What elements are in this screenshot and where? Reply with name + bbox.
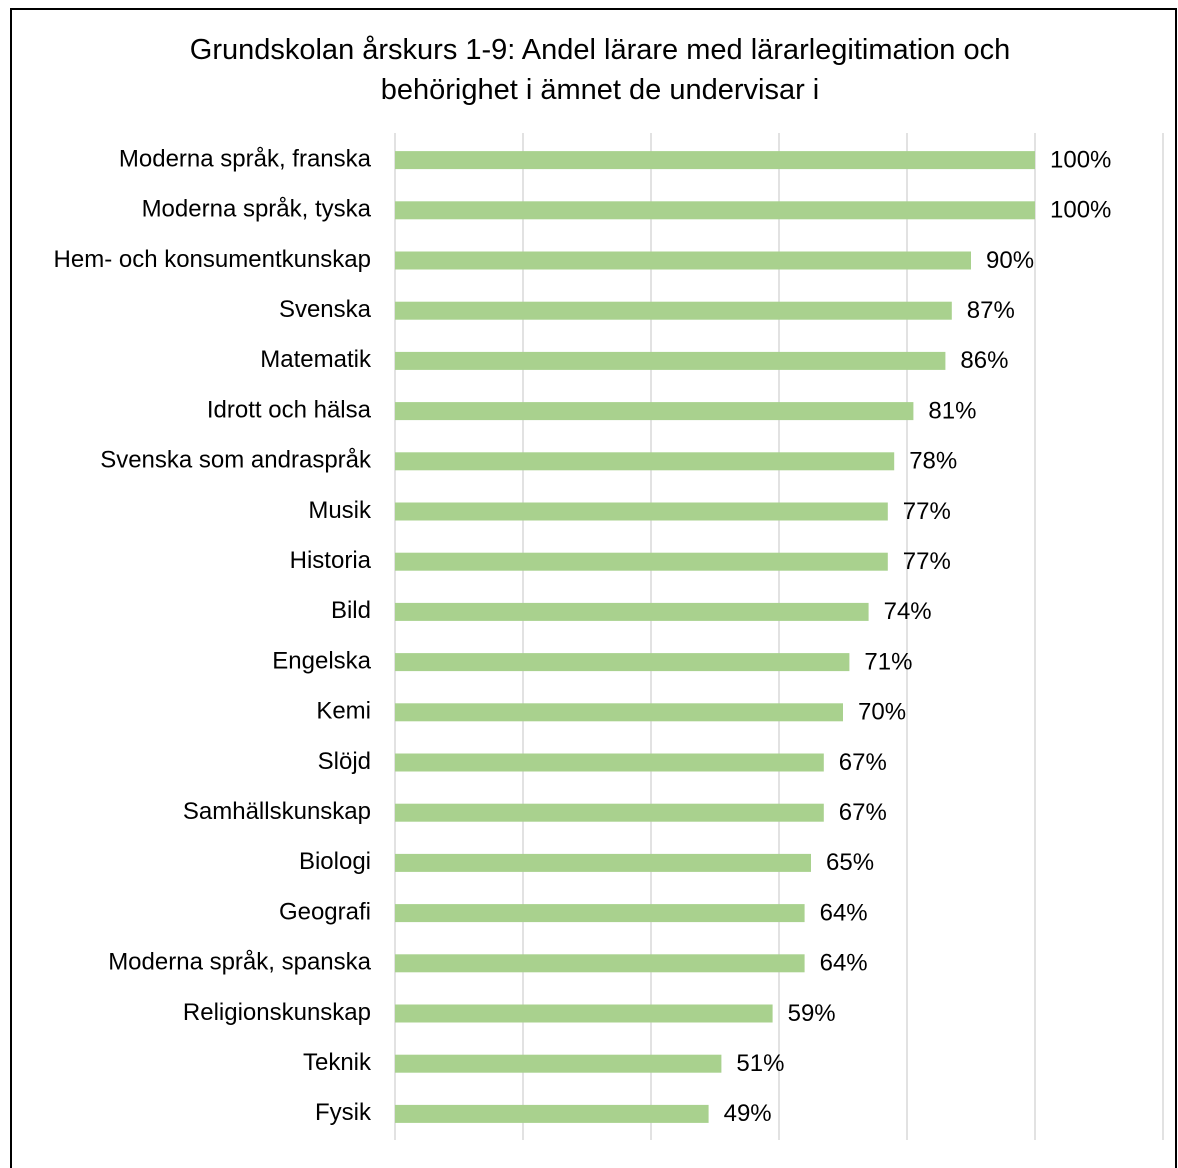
bar (395, 803, 824, 822)
category-label: Hem- och konsumentkunskap (54, 246, 371, 273)
bar (395, 653, 850, 672)
chart-title-line-2: behörighet i ämnet de undervisar i (380, 74, 820, 106)
category-label: Historia (290, 547, 372, 574)
value-label: 67% (839, 799, 887, 826)
value-labels: 100% 100% 90% 87% 86% 81% 78% 77% 77% 74% 71% 70% 67… (724, 146, 1112, 1127)
bar (395, 301, 952, 320)
bar (395, 552, 888, 571)
bars (395, 151, 1035, 1123)
value-label: 51% (736, 1050, 784, 1077)
category-label: Matematik (260, 346, 372, 373)
bar (395, 251, 971, 270)
category-label: Religionskunskap (183, 999, 371, 1026)
value-label: 90% (986, 247, 1034, 274)
value-label: 74% (884, 598, 932, 625)
category-label: Svenska (279, 296, 372, 323)
category-label: Idrott och hälsa (207, 396, 372, 423)
value-label: 100% (1050, 197, 1111, 224)
category-label: Fysik (315, 1099, 372, 1126)
bar (395, 904, 805, 923)
chart-frame (10, 8, 1177, 1168)
category-label: Svenska som andraspråk (100, 447, 372, 474)
category-label: Musik (308, 497, 372, 524)
value-label: 77% (903, 498, 951, 525)
bar (395, 151, 1035, 170)
bar (395, 402, 914, 421)
value-label: 100% (1050, 146, 1111, 173)
bar (395, 351, 946, 370)
chart-title-line-1: Grundskolan årskurs 1-9: Andel lärare me… (189, 34, 1011, 66)
category-labels: Moderna språk, franska Moderna språk, tys… (54, 145, 372, 1126)
category-label: Slöjd (318, 748, 371, 775)
value-label: 86% (960, 347, 1008, 374)
bar (395, 1104, 709, 1123)
value-label: 64% (820, 899, 868, 926)
category-label: Teknik (303, 1049, 372, 1076)
value-label: 87% (967, 297, 1015, 324)
value-label: 77% (903, 548, 951, 575)
category-label: Samhällskunskap (183, 798, 371, 825)
category-label: Engelska (272, 647, 371, 674)
bar (395, 201, 1035, 220)
value-label: 67% (839, 749, 887, 776)
category-label: Kemi (316, 698, 371, 725)
value-label: 78% (909, 448, 957, 475)
value-label: 70% (858, 699, 906, 726)
bar (395, 1054, 722, 1073)
bar (395, 502, 888, 521)
category-label: Biologi (299, 848, 371, 875)
bar (395, 1004, 773, 1023)
bar (395, 452, 895, 471)
category-label: Moderna språk, franska (119, 145, 372, 172)
bar (395, 703, 843, 722)
chart-title: Grundskolan årskurs 1-9: Andel lärare me… (0, 30, 1178, 110)
category-label: Geografi (279, 898, 371, 925)
value-label: 81% (928, 397, 976, 424)
category-label: Moderna språk, tyska (142, 196, 372, 223)
category-label: Moderna språk, spanska (108, 949, 371, 976)
gridlines (394, 133, 1164, 1140)
value-label: 64% (820, 950, 868, 977)
bar (395, 853, 811, 872)
value-label: 59% (788, 1000, 836, 1027)
bar (395, 602, 869, 621)
bar (395, 753, 824, 772)
category-label: Bild (331, 597, 371, 624)
value-label: 65% (826, 849, 874, 876)
value-label: 49% (724, 1100, 772, 1127)
value-label: 71% (864, 648, 912, 675)
bar (395, 954, 805, 973)
